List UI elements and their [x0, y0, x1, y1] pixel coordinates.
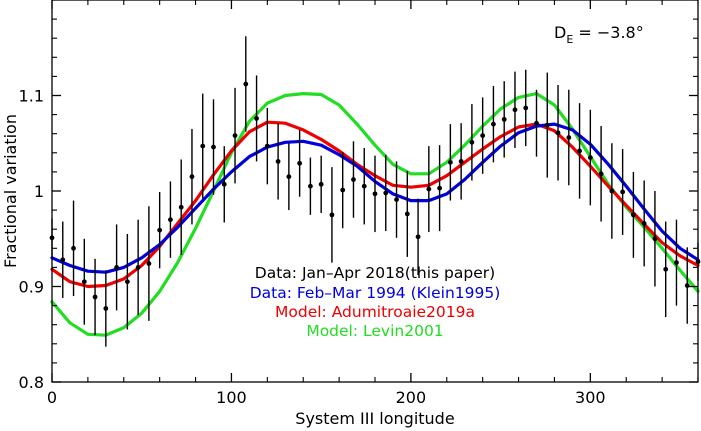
data-point — [297, 160, 303, 166]
x-axis-title: System III longitude — [295, 409, 454, 428]
data-point — [340, 187, 346, 193]
data-point — [372, 191, 378, 197]
data-point — [146, 261, 152, 266]
data-point — [168, 217, 173, 223]
data-point — [394, 197, 399, 202]
data-point — [555, 130, 561, 136]
data-point — [480, 133, 486, 139]
data-point — [415, 234, 421, 240]
data-point — [351, 177, 356, 182]
data-point — [103, 306, 109, 311]
data-point — [447, 159, 453, 165]
data-point — [275, 158, 281, 164]
data-point — [254, 116, 259, 121]
data-point — [652, 236, 658, 242]
declination-annotation: DE = −3.8° — [554, 23, 644, 46]
data-point — [243, 81, 249, 87]
data-point — [587, 155, 593, 160]
data-point — [501, 116, 507, 122]
data-point — [566, 135, 572, 140]
data-point — [458, 158, 464, 164]
data-point — [609, 188, 615, 194]
data-point — [663, 266, 669, 272]
y-tick-label: 0.9 — [19, 278, 44, 297]
y-axis-title: Fractional variation — [1, 114, 20, 268]
data-point — [598, 171, 604, 177]
data-point — [264, 143, 270, 149]
data-point — [512, 107, 518, 113]
x-tick-label: 200 — [396, 388, 427, 407]
data-points-layer — [49, 36, 701, 347]
data-point — [60, 257, 66, 263]
data-point — [135, 265, 141, 270]
data-point — [189, 174, 195, 180]
legend-entry-this-paper: Data: Jan–Apr 2018(this paper) — [255, 264, 495, 282]
declination-subscript: E — [566, 33, 573, 46]
data-point — [383, 190, 389, 196]
data-point — [544, 122, 550, 128]
data-point — [684, 283, 690, 288]
data-point — [437, 185, 442, 191]
data-point — [674, 260, 679, 266]
data-point — [232, 133, 238, 139]
data-point — [71, 245, 76, 251]
data-point — [329, 212, 335, 218]
data-point — [81, 279, 87, 285]
axis-ticks-layer: 0 100 200 300 0.8 0.9 1 1.1 — [19, 0, 699, 407]
data-point — [426, 186, 432, 192]
y-tick-label: 1 — [34, 182, 44, 201]
data-point — [286, 174, 292, 180]
data-point — [523, 105, 529, 111]
y-tick-label: 1.1 — [19, 87, 44, 106]
data-point — [631, 212, 636, 218]
data-point — [469, 139, 475, 145]
data-point — [361, 183, 367, 189]
data-point — [114, 265, 119, 270]
x-tick-label: 100 — [216, 388, 247, 407]
data-point — [534, 120, 539, 126]
data-point — [178, 204, 184, 210]
data-point — [221, 181, 227, 187]
data-point — [157, 227, 163, 233]
legend-entry-klein1995: Data: Feb–Mar 1994 (Klein1995) — [250, 284, 501, 302]
legend-entry-adumitroaie2019a: Model: Adumitroaie2019a — [275, 303, 475, 321]
data-point — [92, 294, 98, 300]
y-tick-label: 0.8 — [19, 373, 44, 392]
declination-value: = −3.8° — [573, 23, 643, 42]
data-point — [124, 279, 130, 285]
data-point — [308, 183, 313, 189]
data-point — [404, 211, 410, 217]
data-point — [620, 189, 626, 195]
data-point — [211, 144, 216, 150]
x-tick-label: 300 — [575, 388, 606, 407]
legend-entry-levin2001: Model: Levin2001 — [306, 322, 443, 340]
x-tick-label: 0 — [47, 388, 57, 407]
data-point — [577, 148, 582, 154]
declination-symbol: D — [554, 23, 566, 42]
data-point — [491, 121, 496, 127]
data-point — [318, 181, 324, 187]
data-point — [200, 143, 206, 149]
data-point — [641, 221, 647, 226]
